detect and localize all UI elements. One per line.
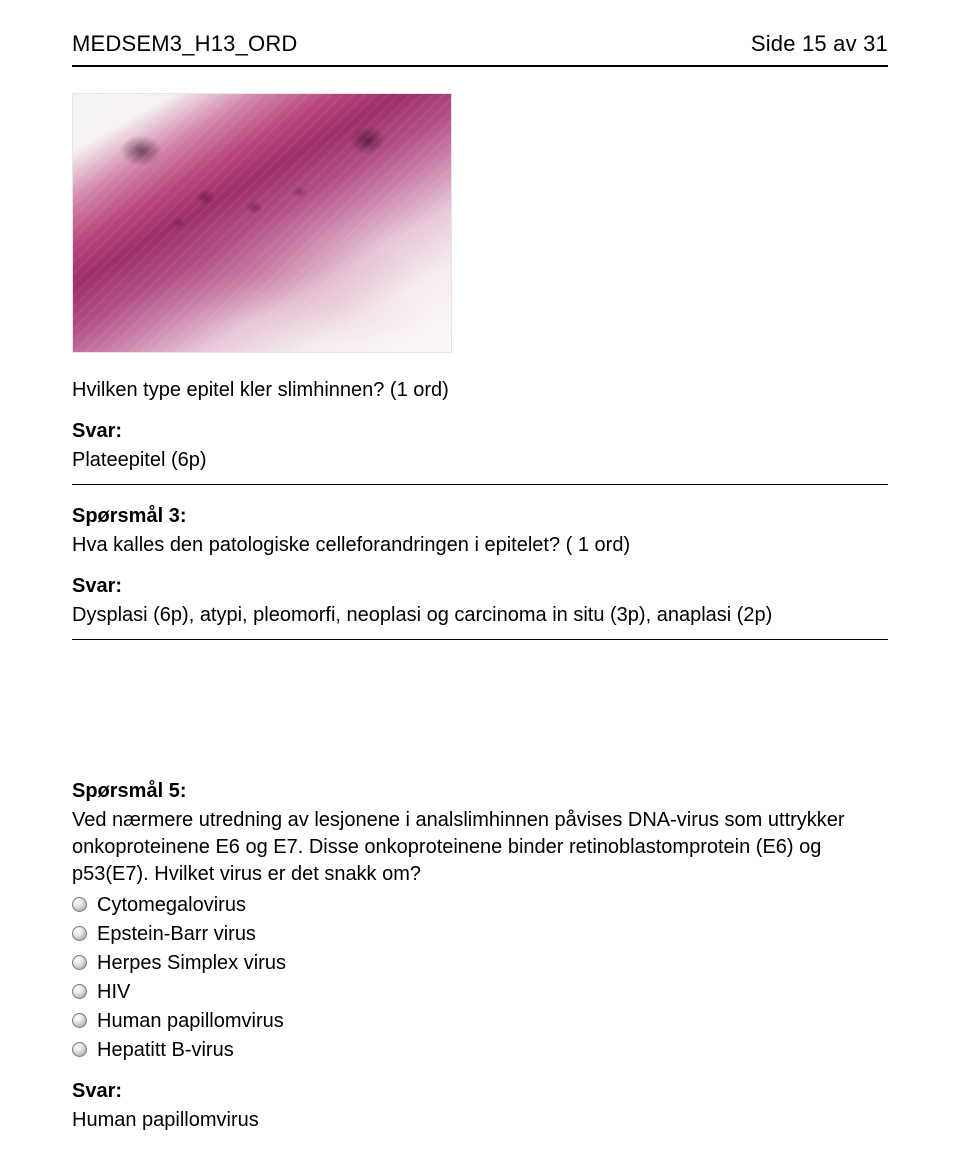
question-text: Hva kalles den patologiske celleforandri… [72, 532, 888, 559]
radio-option[interactable]: HIV [72, 979, 888, 1006]
histology-figure [72, 93, 452, 353]
radio-option[interactable]: Human papillomvirus [72, 1008, 888, 1035]
page-number: Side 15 av 31 [751, 30, 888, 59]
question-intro: Hvilken type epitel kler slimhinnen? (1 … [72, 377, 888, 404]
radio-option[interactable]: Hepatitt B-virus [72, 1037, 888, 1064]
question-text: Ved nærmere utredning av lesjonene i ana… [72, 807, 888, 888]
option-label: Epstein-Barr virus [97, 921, 256, 948]
radio-icon [72, 926, 87, 941]
question-heading: Spørsmål 3: [72, 503, 888, 530]
option-label: Herpes Simplex virus [97, 950, 286, 977]
option-label: Hepatitt B-virus [97, 1037, 234, 1064]
options-group: Cytomegalovirus Epstein-Barr virus Herpe… [72, 892, 888, 1064]
doc-code: MEDSEM3_H13_ORD [72, 30, 298, 59]
header-divider [72, 65, 888, 67]
option-label: HIV [97, 979, 130, 1006]
radio-icon [72, 955, 87, 970]
radio-icon [72, 984, 87, 999]
option-label: Cytomegalovirus [97, 892, 246, 919]
answer-text: Human papillomvirus [72, 1107, 888, 1134]
question-heading: Spørsmål 5: [72, 778, 888, 805]
radio-icon [72, 897, 87, 912]
radio-option[interactable]: Epstein-Barr virus [72, 921, 888, 948]
answer-label: Svar: [72, 573, 888, 600]
answer-text: Plateepitel (6p) [72, 447, 888, 474]
radio-icon [72, 1042, 87, 1057]
answer-text: Dysplasi (6p), atypi, pleomorfi, neoplas… [72, 602, 888, 629]
radio-option[interactable]: Cytomegalovirus [72, 892, 888, 919]
spacer [72, 640, 888, 760]
answer-label: Svar: [72, 1078, 888, 1105]
radio-option[interactable]: Herpes Simplex virus [72, 950, 888, 977]
option-label: Human papillomvirus [97, 1008, 284, 1035]
page-header: MEDSEM3_H13_ORD Side 15 av 31 [72, 30, 888, 63]
radio-icon [72, 1013, 87, 1028]
section-divider [72, 484, 888, 485]
answer-label: Svar: [72, 418, 888, 445]
